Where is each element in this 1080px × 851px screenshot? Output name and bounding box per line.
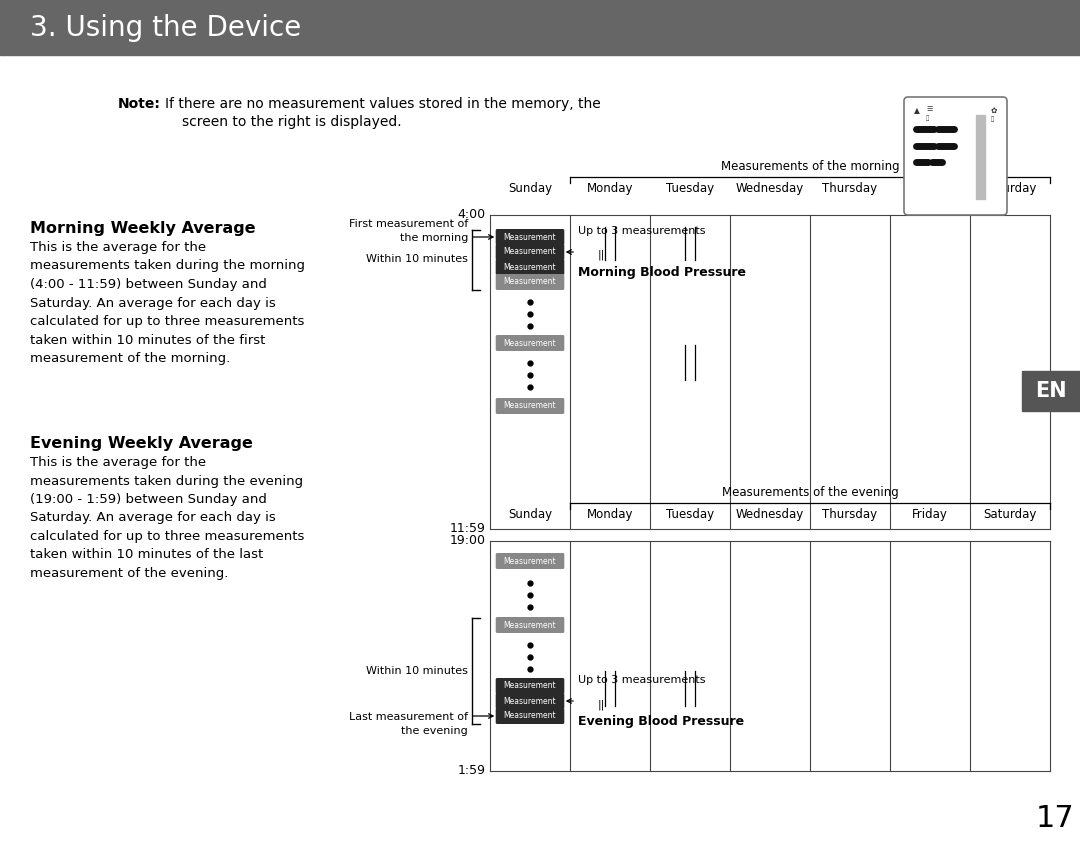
Text: ||: || <box>598 250 605 260</box>
Text: Sunday: Sunday <box>508 182 552 195</box>
Text: Evening Weekly Average: Evening Weekly Average <box>30 436 253 451</box>
Text: Measurement: Measurement <box>503 277 556 287</box>
FancyBboxPatch shape <box>496 617 564 633</box>
Text: Within 10 minutes: Within 10 minutes <box>366 254 468 265</box>
FancyBboxPatch shape <box>496 259 564 275</box>
Text: Measurement: Measurement <box>503 339 556 347</box>
Text: screen to the right is displayed.: screen to the right is displayed. <box>183 115 402 129</box>
Text: Measurement: Measurement <box>503 248 556 256</box>
Text: ✿: ✿ <box>991 106 997 115</box>
Text: Last measurement of
the evening: Last measurement of the evening <box>349 712 468 735</box>
FancyBboxPatch shape <box>496 398 564 414</box>
Text: 17: 17 <box>1036 804 1075 833</box>
Text: ☰: ☰ <box>926 106 932 112</box>
Text: Measurement: Measurement <box>503 682 556 690</box>
Text: Monday: Monday <box>586 508 633 521</box>
Text: 11:59: 11:59 <box>450 523 486 535</box>
Text: EN: EN <box>1036 381 1067 401</box>
Text: Measurement: Measurement <box>503 402 556 410</box>
Text: 19:00: 19:00 <box>450 534 486 547</box>
Text: 3. Using the Device: 3. Using the Device <box>30 14 301 42</box>
FancyBboxPatch shape <box>496 229 564 245</box>
Bar <box>976 115 985 199</box>
Bar <box>1022 371 1080 411</box>
Text: ||: || <box>598 699 605 710</box>
Text: Thursday: Thursday <box>823 182 878 195</box>
Text: ▲: ▲ <box>914 106 920 115</box>
Text: Saturday: Saturday <box>983 508 1037 521</box>
Text: ⬛: ⬛ <box>926 115 929 121</box>
Text: Measurement: Measurement <box>503 557 556 566</box>
Text: Thursday: Thursday <box>823 508 878 521</box>
Text: Saturday: Saturday <box>983 182 1037 195</box>
Text: This is the average for the
measurements taken during the evening
(19:00 - 1:59): This is the average for the measurements… <box>30 456 305 580</box>
FancyBboxPatch shape <box>496 678 564 694</box>
Text: Monday: Monday <box>586 182 633 195</box>
FancyBboxPatch shape <box>496 244 564 260</box>
Text: Measurement: Measurement <box>503 232 556 242</box>
Text: Up to 3 measurements: Up to 3 measurements <box>578 226 705 236</box>
Text: If there are no measurement values stored in the memory, the: If there are no measurement values store… <box>165 97 600 111</box>
FancyBboxPatch shape <box>496 693 564 709</box>
Text: Sunday: Sunday <box>508 508 552 521</box>
Text: 1:59: 1:59 <box>458 764 486 778</box>
Text: Wednesday: Wednesday <box>735 182 805 195</box>
Text: Friday: Friday <box>913 182 948 195</box>
Text: Friday: Friday <box>913 508 948 521</box>
Text: Measurements of the evening: Measurements of the evening <box>721 486 899 499</box>
Text: Measurement: Measurement <box>503 262 556 271</box>
Text: ⬛: ⬛ <box>991 116 995 122</box>
Text: Wednesday: Wednesday <box>735 508 805 521</box>
Text: Measurement: Measurement <box>503 711 556 721</box>
Text: First measurement of
the morning: First measurement of the morning <box>349 220 468 243</box>
Text: Measurement: Measurement <box>503 620 556 630</box>
Text: Evening Blood Pressure: Evening Blood Pressure <box>578 715 744 728</box>
FancyBboxPatch shape <box>496 335 564 351</box>
Text: Morning Weekly Average: Morning Weekly Average <box>30 221 256 236</box>
Text: 4:00: 4:00 <box>458 208 486 221</box>
Text: Note:: Note: <box>118 97 161 111</box>
Text: Tuesday: Tuesday <box>666 182 714 195</box>
Bar <box>0 0 1080 55</box>
Text: Up to 3 measurements: Up to 3 measurements <box>578 675 705 685</box>
Text: Morning Blood Pressure: Morning Blood Pressure <box>578 266 746 279</box>
Text: Measurement: Measurement <box>503 696 556 705</box>
Text: This is the average for the
measurements taken during the morning
(4:00 - 11:59): This is the average for the measurements… <box>30 241 305 365</box>
FancyBboxPatch shape <box>496 708 564 724</box>
Text: Measurements of the morning: Measurements of the morning <box>720 160 900 173</box>
Text: Tuesday: Tuesday <box>666 508 714 521</box>
FancyBboxPatch shape <box>904 97 1007 215</box>
Text: Within 10 minutes: Within 10 minutes <box>366 665 468 676</box>
FancyBboxPatch shape <box>496 553 564 569</box>
FancyBboxPatch shape <box>496 274 564 290</box>
